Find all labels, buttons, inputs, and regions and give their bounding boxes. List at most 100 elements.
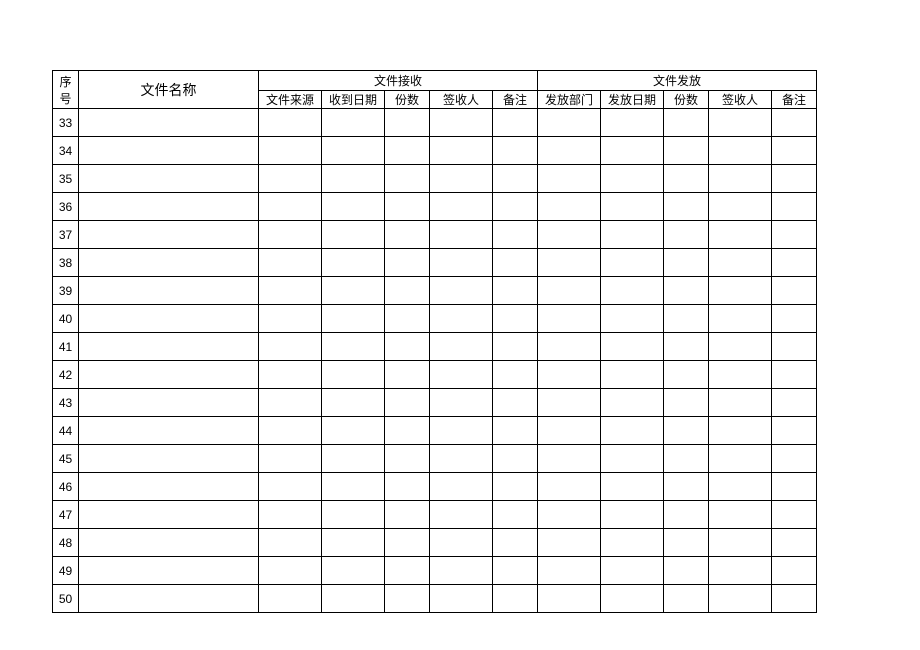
cell-dept [538, 389, 601, 417]
col-header-ddate: 发放日期 [601, 91, 664, 109]
cell-dept [538, 221, 601, 249]
cell-src [259, 305, 322, 333]
cell-seq: 42 [53, 361, 79, 389]
cell-ddate [601, 445, 664, 473]
cell-src [259, 501, 322, 529]
cell-dsgn [709, 165, 772, 193]
table-row: 36 [53, 193, 817, 221]
cell-dsgn [709, 193, 772, 221]
cell-dcnt [664, 333, 709, 361]
cell-name [79, 501, 259, 529]
cell-seq: 48 [53, 529, 79, 557]
cell-dcnt [664, 221, 709, 249]
cell-drem [772, 529, 817, 557]
cell-rsgn [430, 109, 493, 137]
cell-seq: 44 [53, 417, 79, 445]
cell-rsgn [430, 361, 493, 389]
cell-dcnt [664, 137, 709, 165]
cell-name [79, 585, 259, 613]
cell-dcnt [664, 529, 709, 557]
cell-rrem [493, 445, 538, 473]
cell-dcnt [664, 277, 709, 305]
cell-dcnt [664, 501, 709, 529]
cell-src [259, 137, 322, 165]
table-row: 44 [53, 417, 817, 445]
cell-ddate [601, 473, 664, 501]
cell-seq: 43 [53, 389, 79, 417]
cell-rrem [493, 501, 538, 529]
cell-ddate [601, 305, 664, 333]
cell-name [79, 417, 259, 445]
col-header-dcnt: 份数 [664, 91, 709, 109]
cell-dept [538, 277, 601, 305]
cell-dsgn [709, 445, 772, 473]
cell-dcnt [664, 165, 709, 193]
cell-dept [538, 361, 601, 389]
cell-rcnt [385, 417, 430, 445]
table-row: 48 [53, 529, 817, 557]
table-row: 38 [53, 249, 817, 277]
cell-rsgn [430, 557, 493, 585]
cell-dcnt [664, 417, 709, 445]
cell-rrem [493, 221, 538, 249]
cell-rcnt [385, 473, 430, 501]
cell-dsgn [709, 277, 772, 305]
cell-dept [538, 109, 601, 137]
cell-ddate [601, 333, 664, 361]
cell-ddate [601, 557, 664, 585]
table-row: 45 [53, 445, 817, 473]
cell-src [259, 417, 322, 445]
cell-drem [772, 137, 817, 165]
seq-label-top: 序 [53, 73, 78, 90]
cell-src [259, 277, 322, 305]
cell-drem [772, 193, 817, 221]
cell-rcnt [385, 361, 430, 389]
cell-rsgn [430, 221, 493, 249]
col-group-receive: 文件接收 [259, 71, 538, 91]
col-header-name: 文件名称 [79, 71, 259, 109]
cell-name [79, 473, 259, 501]
cell-dcnt [664, 445, 709, 473]
cell-seq: 41 [53, 333, 79, 361]
cell-seq: 35 [53, 165, 79, 193]
cell-src [259, 361, 322, 389]
table-row: 43 [53, 389, 817, 417]
cell-name [79, 277, 259, 305]
table-row: 34 [53, 137, 817, 165]
cell-rrem [493, 417, 538, 445]
table-row: 35 [53, 165, 817, 193]
cell-rcnt [385, 333, 430, 361]
cell-drem [772, 165, 817, 193]
cell-dcnt [664, 361, 709, 389]
cell-ddate [601, 585, 664, 613]
cell-name [79, 361, 259, 389]
cell-dsgn [709, 305, 772, 333]
cell-dsgn [709, 361, 772, 389]
cell-ddate [601, 193, 664, 221]
cell-dept [538, 305, 601, 333]
cell-rrem [493, 333, 538, 361]
cell-drem [772, 417, 817, 445]
table-row: 41 [53, 333, 817, 361]
cell-name [79, 137, 259, 165]
cell-dsgn [709, 137, 772, 165]
cell-rrem [493, 137, 538, 165]
cell-src [259, 585, 322, 613]
cell-src [259, 557, 322, 585]
cell-ddate [601, 501, 664, 529]
cell-rcnt [385, 249, 430, 277]
cell-rsgn [430, 473, 493, 501]
seq-label-bottom: 号 [53, 90, 78, 107]
cell-src [259, 221, 322, 249]
cell-rdate [322, 277, 385, 305]
cell-dsgn [709, 529, 772, 557]
cell-ddate [601, 165, 664, 193]
cell-seq: 47 [53, 501, 79, 529]
cell-seq: 33 [53, 109, 79, 137]
cell-name [79, 389, 259, 417]
cell-drem [772, 389, 817, 417]
cell-src [259, 445, 322, 473]
cell-dept [538, 165, 601, 193]
cell-src [259, 193, 322, 221]
cell-seq: 50 [53, 585, 79, 613]
